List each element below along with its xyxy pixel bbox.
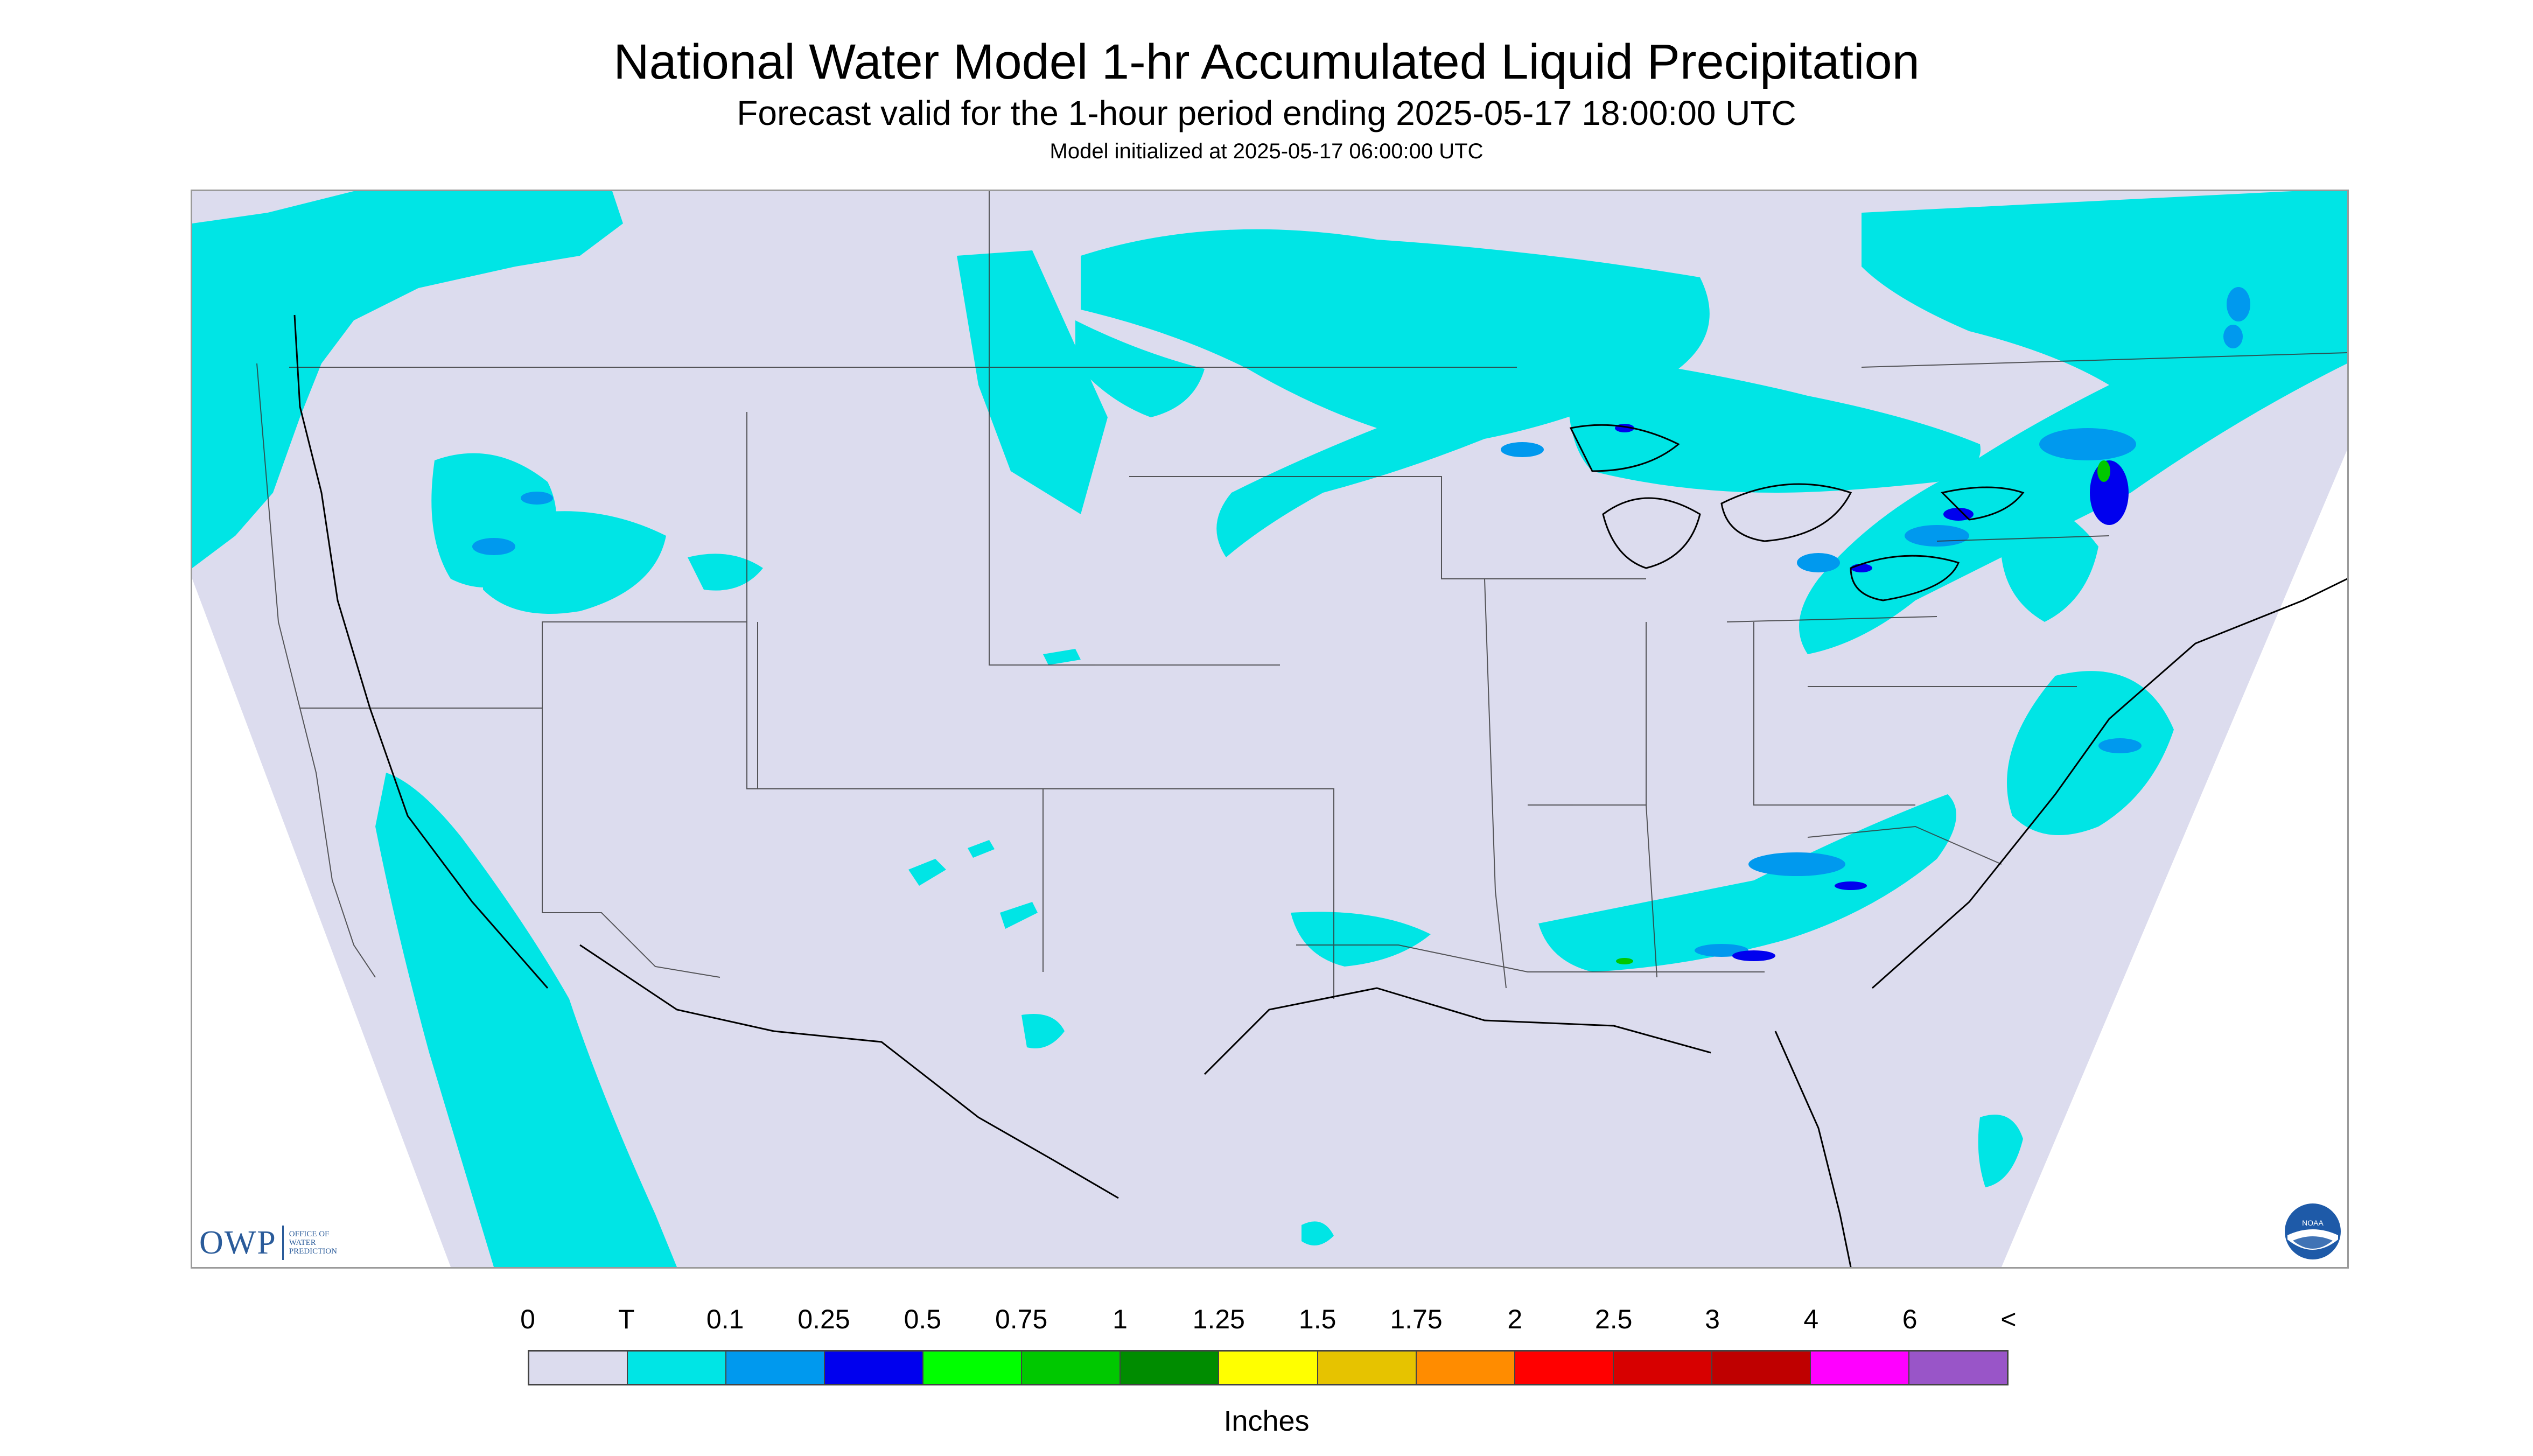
model-init-time: Model initialized at 2025-05-17 06:00:00… — [1049, 139, 1484, 163]
legend-label: 0.5 — [904, 1304, 942, 1334]
legend-label: 6 — [1902, 1304, 1918, 1334]
legend-swatch — [1515, 1352, 1614, 1384]
legend-units: Inches — [1223, 1405, 1310, 1437]
legend-label: 4 — [1803, 1304, 1819, 1334]
legend-label: 0.75 — [995, 1304, 1048, 1334]
legend-label: 2.5 — [1594, 1304, 1633, 1334]
legend-swatch — [1022, 1352, 1121, 1384]
state-boundaries — [256, 191, 2347, 999]
noaa-logo: NOAA — [2285, 1203, 2341, 1259]
legend-labels: 0 T 0.1 0.25 0.5 0.75 1 1.25 1.5 1.75 2 2.5 3 4 6 < — [0, 1303, 2533, 1341]
legend-label: T — [618, 1304, 635, 1334]
legend-swatch — [1712, 1352, 1811, 1384]
owp-logo: OWP OFFICE OF WATER PREDICTION — [199, 1221, 337, 1264]
legend-label: 0.1 — [706, 1304, 744, 1334]
legend-label: 2 — [1507, 1304, 1523, 1334]
legend-swatch — [726, 1352, 825, 1384]
owp-logo-divider — [282, 1226, 284, 1260]
legend-swatch — [1219, 1352, 1318, 1384]
precip-legend-bar — [528, 1350, 2009, 1385]
owp-logo-text: OWP — [199, 1224, 277, 1261]
precipitation-map — [191, 190, 2349, 1269]
legend-swatch — [1909, 1352, 2007, 1384]
map-title: National Water Model 1-hr Accumulated Li… — [613, 34, 1920, 89]
map-subtitle: Forecast valid for the 1-hour period end… — [737, 94, 1796, 132]
legend-swatch — [1810, 1352, 1909, 1384]
precip-light-areas — [472, 287, 2250, 957]
legend-label: 0.25 — [797, 1304, 850, 1334]
legend-swatch — [825, 1352, 924, 1384]
legend-swatch — [1318, 1352, 1417, 1384]
owp-logo-subtext: OFFICE OF WATER PREDICTION — [289, 1230, 337, 1256]
legend-label: 0 — [520, 1304, 535, 1334]
legend-swatch — [628, 1352, 727, 1384]
legend-label: 1.5 — [1298, 1304, 1337, 1334]
legend-label: 1.75 — [1390, 1304, 1443, 1334]
legend-swatch — [1416, 1352, 1515, 1384]
noaa-logo-text: NOAA — [2302, 1219, 2324, 1227]
legend-swatch — [923, 1352, 1023, 1384]
legend-swatch — [529, 1352, 628, 1384]
map-canvas — [192, 191, 2347, 1267]
coastlines — [293, 314, 2347, 1267]
legend-swatch — [1121, 1352, 1220, 1384]
legend-label: 3 — [1705, 1304, 1720, 1334]
legend-swatch — [1613, 1352, 1712, 1384]
precip-heavy-areas — [1616, 460, 2110, 964]
legend-label: < — [2000, 1304, 2017, 1334]
legend-label: 1 — [1112, 1304, 1128, 1334]
precip-trace-areas — [192, 191, 2347, 1267]
legend-label: 1.25 — [1192, 1304, 1245, 1334]
